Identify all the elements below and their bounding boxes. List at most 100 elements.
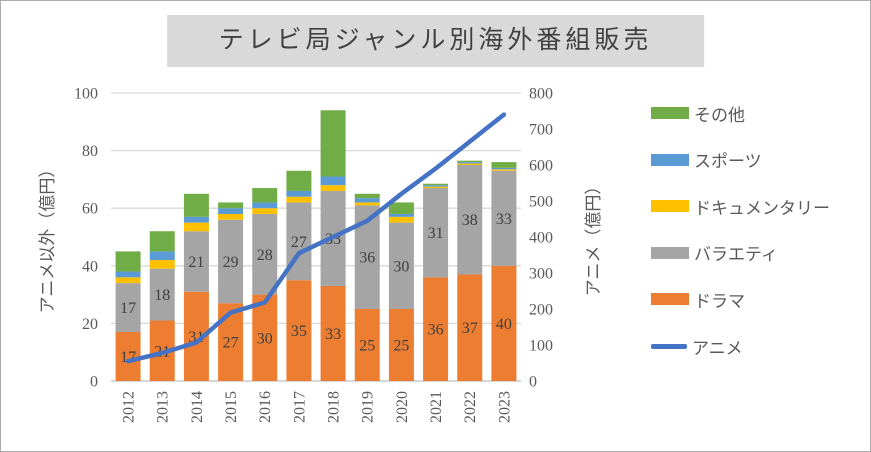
bar-segment-drama-2018	[320, 285, 346, 381]
data-label-drama-2012: 17	[120, 349, 136, 366]
bar-segment-other-2018	[320, 110, 346, 177]
data-label-variety-2016: 28	[257, 247, 273, 264]
legend-item-other: その他	[651, 102, 745, 125]
bar-segment-sports-2017	[286, 190, 312, 197]
x-axis-category-label: 2018	[326, 391, 343, 423]
left-axis-tick-label: 0	[90, 374, 98, 391]
x-axis-category-label: 2016	[257, 391, 274, 423]
bar-segment-documentary-2015	[218, 213, 244, 220]
data-label-drama-2018: 33	[325, 326, 341, 343]
data-label-drama-2020: 25	[393, 338, 409, 355]
right-axis-tick-label: 400	[529, 230, 553, 247]
bar-segment-other-2012	[115, 251, 141, 272]
anime-line	[125, 112, 507, 364]
legend: その他スポーツドキュメンタリーバラエティドラマアニメ	[651, 1, 866, 451]
bar-segment-documentary-2016	[252, 208, 278, 214]
left-axis-tick-label: 80	[82, 143, 98, 160]
bar-segment-sports-2016	[252, 202, 278, 209]
x-axis-category-label: 2014	[189, 391, 206, 423]
bar-segment-documentary-2023	[491, 169, 517, 171]
data-label-drama-2021: 36	[428, 322, 444, 339]
right-axis-tick-label: 700	[529, 122, 553, 139]
data-label-drama-2019: 25	[359, 338, 375, 355]
bar-segment-sports-2019	[354, 198, 380, 203]
bar-segment-drama-2022	[457, 274, 483, 381]
x-axis-category-label: 2020	[394, 391, 411, 423]
data-label-variety-2013: 18	[154, 287, 170, 304]
bar-segment-documentary-2019	[354, 202, 380, 206]
bar-segment-other-2022	[457, 160, 483, 163]
right-axis-tick-label: 600	[529, 158, 553, 175]
left-axis-tick-label: 100	[74, 86, 98, 103]
bar-segment-other-2015	[218, 202, 244, 209]
bar-segment-variety-2013	[149, 268, 175, 321]
bar-segment-variety-2014	[183, 231, 209, 292]
bar-segment-variety-2012	[115, 283, 141, 333]
bar-segment-other-2020	[388, 202, 414, 214]
bar-segment-documentary-2017	[286, 196, 312, 203]
data-label-variety-2023: 33	[496, 211, 512, 228]
bar-segment-variety-2016	[252, 213, 278, 295]
data-label-variety-2014: 21	[188, 254, 204, 271]
data-label-variety-2015: 29	[223, 254, 239, 271]
legend-swatch-variety	[651, 246, 689, 259]
chart-title: テレビ局ジャンル別海外番組販売	[166, 15, 705, 67]
bar-segment-documentary-2021	[423, 186, 449, 189]
x-axis-category-label: 2022	[462, 391, 479, 423]
data-label-variety-2020: 30	[393, 258, 409, 275]
bar-segment-drama-2019	[354, 309, 380, 381]
bar-segment-documentary-2014	[183, 222, 209, 232]
bar-segment-documentary-2013	[149, 260, 175, 269]
x-axis-category-label: 2012	[121, 391, 138, 423]
data-label-drama-2017: 35	[291, 323, 307, 340]
bar-segment-sports-2022	[457, 162, 483, 164]
bar-segment-variety-2023	[491, 170, 517, 266]
x-axis-category-label: 2015	[223, 391, 240, 423]
data-label-variety-2012: 17	[120, 300, 136, 317]
data-label-drama-2022: 37	[462, 320, 478, 337]
bar-segment-drama-2016	[252, 294, 278, 381]
legend-item-drama: ドラマ	[651, 288, 745, 311]
x-axis-category-label: 2021	[428, 391, 445, 423]
left-axis-tick-label: 20	[82, 316, 98, 333]
legend-label: ドキュメンタリー	[694, 198, 830, 218]
bar-segment-other-2017	[286, 170, 312, 191]
bar-segment-sports-2014	[183, 216, 209, 223]
right-axis-tick-label: 200	[529, 302, 553, 319]
bar-segment-documentary-2012	[115, 277, 141, 284]
data-label-drama-2016: 30	[257, 330, 273, 347]
bar-segment-other-2021	[423, 183, 449, 186]
plot-svg: 0 20 40 60 80 100 0 100 200 300 400 500 600 700 800 201…	[38, 86, 603, 424]
legend-swatch-other	[651, 107, 689, 119]
bar-segment-documentary-2020	[388, 216, 414, 223]
legend-swatch-sports	[651, 153, 689, 166]
bar-segment-other-2016	[252, 188, 278, 203]
bar-segment-variety-2021	[423, 188, 449, 278]
right-axis-tick-label: 300	[529, 266, 553, 283]
legend-label: その他	[694, 105, 745, 125]
legend-label: アニメ	[692, 338, 743, 358]
bar-segment-other-2014	[183, 193, 209, 217]
legend-swatch-anime	[651, 343, 687, 349]
bar-segment-documentary-2018	[320, 185, 346, 191]
bar-segment-sports-2013	[149, 251, 175, 261]
bar-segment-drama-2023	[491, 265, 517, 381]
legend-swatch-drama	[651, 293, 689, 306]
right-axis-tick-label: 500	[529, 194, 553, 211]
x-axis-category-label: 2019	[360, 391, 377, 423]
x-axis-category-label: 2017	[291, 391, 308, 423]
bar-segment-documentary-2022	[457, 163, 483, 165]
bar-segment-other-2013	[149, 231, 175, 252]
right-axis-tick-label: 100	[529, 338, 553, 355]
legend-item-variety: バラエティ	[651, 242, 778, 264]
data-label-variety-2017: 27	[291, 234, 307, 251]
legend-item-documentary: ドキュメンタリー	[651, 195, 830, 218]
left-axis-title: アニメ以外（億円）	[38, 161, 57, 314]
legend-item-sports: スポーツ	[651, 149, 762, 171]
data-label-drama-2023: 40	[496, 316, 512, 333]
bar-segment-sports-2018	[320, 176, 346, 186]
data-label-drama-2015: 27	[223, 335, 239, 352]
legend-label: スポーツ	[694, 152, 762, 172]
legend-label: ドラマ	[694, 291, 745, 311]
